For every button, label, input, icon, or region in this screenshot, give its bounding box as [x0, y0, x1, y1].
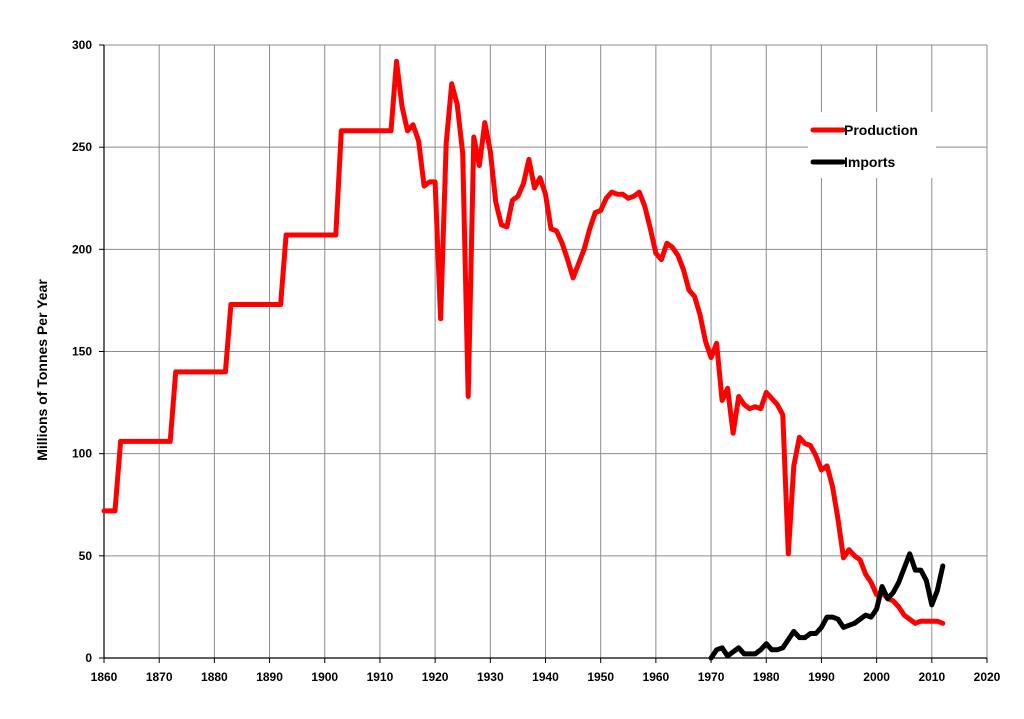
- x-tick-label: 1920: [422, 670, 449, 684]
- y-tick-label: 100: [72, 447, 92, 461]
- legend-background: [808, 112, 936, 178]
- x-tick-label: 1930: [477, 670, 504, 684]
- x-tick-label: 1910: [367, 670, 394, 684]
- series-line-production: [101, 58, 946, 626]
- x-tick-label: 1990: [808, 670, 835, 684]
- x-tick-label: 2000: [863, 670, 890, 684]
- y-tick-label: 200: [72, 242, 92, 256]
- y-tick-label: 150: [72, 345, 92, 359]
- x-tick-label: 1970: [698, 670, 725, 684]
- x-tick-label: 2010: [918, 670, 945, 684]
- y-tick-label: 0: [85, 651, 92, 665]
- series-lines: [101, 58, 946, 661]
- x-tick-label: 1860: [91, 670, 118, 684]
- x-tick-label: 1870: [146, 670, 173, 684]
- x-tick-label: 1890: [256, 670, 283, 684]
- y-tick-label: 250: [72, 140, 92, 154]
- x-tick-label: 2020: [974, 670, 1001, 684]
- x-tick-label: 1980: [753, 670, 780, 684]
- x-tick-label: 1950: [587, 670, 614, 684]
- legend: Production Imports: [808, 112, 936, 178]
- axes: 1860 1870 1880 1890 1900 1910 1920 1930 1940 1950…: [72, 38, 1001, 684]
- x-tick-label: 1940: [532, 670, 559, 684]
- y-tick-label: 50: [79, 549, 93, 563]
- x-tick-label: 1960: [643, 670, 670, 684]
- y-axis-title: Millions of Tonnes Per Year: [34, 279, 50, 461]
- x-tick-label: 1880: [201, 670, 228, 684]
- x-tick-label: 1900: [311, 670, 338, 684]
- legend-label-imports: Imports: [844, 154, 896, 170]
- legend-label-production: Production: [844, 122, 918, 138]
- y-tick-label: 300: [72, 38, 92, 52]
- series-line-imports: [708, 551, 946, 661]
